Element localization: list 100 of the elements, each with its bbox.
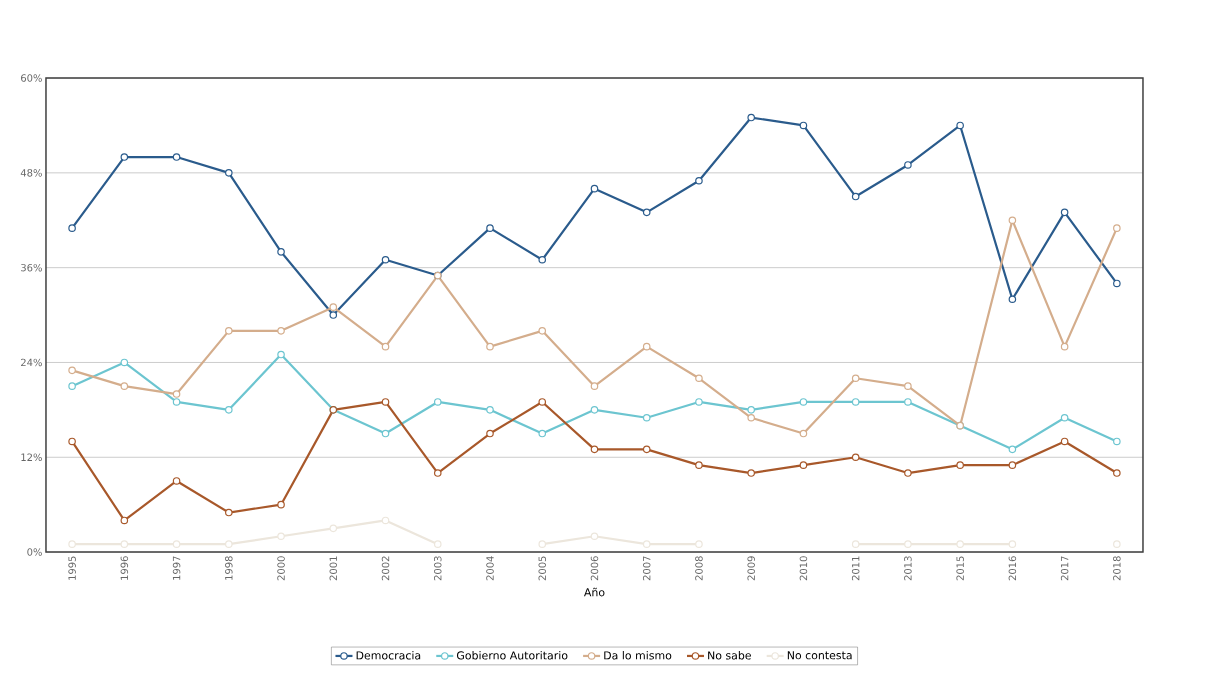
point: [747, 113, 755, 122]
point: [120, 382, 129, 390]
y-tick-label: 60%: [21, 74, 42, 82]
point: [904, 161, 912, 169]
point: [590, 184, 599, 193]
point: [277, 248, 285, 256]
point: [538, 540, 547, 548]
x-tick-label: 2006: [590, 556, 599, 581]
point: [695, 461, 703, 469]
point: [904, 469, 912, 477]
point: [747, 413, 755, 422]
x-tick-label: 2005: [538, 556, 547, 581]
point: [1008, 216, 1017, 225]
point: [1008, 295, 1017, 304]
point: [433, 469, 442, 477]
x-tick-label: 1998: [225, 556, 233, 580]
point: [172, 477, 181, 485]
point: [433, 540, 442, 548]
point: [381, 516, 390, 525]
point: [747, 469, 755, 477]
point: [851, 540, 860, 548]
point: [1113, 224, 1121, 232]
point: [225, 406, 233, 414]
point: [120, 540, 129, 548]
x-tick-label: 2004: [486, 556, 494, 581]
x-tick-label: 2009: [747, 556, 755, 581]
y-tick-label: 48%: [20, 169, 42, 177]
x-tick-label: 2002: [381, 556, 390, 581]
point: [68, 224, 76, 232]
point: [381, 342, 390, 351]
point: [642, 540, 651, 548]
point: [538, 429, 547, 438]
point: [172, 390, 181, 398]
x-tick-label: 2007: [642, 556, 651, 581]
point: [381, 429, 390, 438]
x-tick-label: 2003: [433, 556, 442, 581]
point: [695, 398, 703, 406]
point: [120, 516, 129, 525]
point: [956, 121, 964, 130]
point: [1060, 437, 1069, 446]
point: [851, 192, 860, 201]
point: [1008, 445, 1017, 454]
point: [1113, 469, 1121, 477]
point: [695, 540, 703, 548]
point: [225, 508, 233, 517]
point: [799, 429, 808, 438]
point: [590, 445, 599, 454]
point: [851, 453, 860, 462]
point: [538, 327, 547, 335]
point: [486, 429, 494, 438]
x-tick-label: 2013: [904, 556, 912, 581]
point: [433, 398, 442, 406]
point: [277, 327, 285, 335]
point: [381, 398, 390, 406]
point: [538, 255, 547, 264]
point: [68, 382, 76, 390]
point: [642, 413, 651, 422]
y-tick-label: 36%: [21, 263, 42, 272]
point: [904, 382, 912, 390]
point: [590, 406, 599, 414]
point: [590, 532, 599, 541]
x-tick-label: 2017: [1060, 556, 1069, 581]
point: [172, 540, 181, 548]
point: [486, 406, 494, 414]
point: [538, 398, 547, 406]
point: [68, 437, 76, 446]
point: [799, 121, 808, 130]
point: [277, 500, 285, 509]
point: [1113, 437, 1121, 446]
point: [904, 398, 912, 406]
point: [904, 540, 912, 548]
x-tick-label: 2018: [1113, 556, 1121, 581]
point: [381, 255, 390, 264]
point: [642, 208, 651, 217]
point: [68, 540, 76, 548]
point: [747, 406, 755, 414]
point: [225, 169, 233, 177]
point: [956, 461, 964, 469]
point: [1060, 413, 1069, 422]
point: [695, 374, 703, 383]
point: [695, 176, 703, 185]
point: [225, 540, 233, 548]
point: [225, 327, 233, 335]
point: [329, 524, 338, 533]
x-tick-label: 2010: [799, 556, 808, 581]
legend-label: No contesta: [787, 651, 852, 660]
x-tick-label: 2011: [851, 556, 860, 581]
point: [172, 398, 181, 406]
y-tick-label: 0%: [27, 548, 42, 556]
point: [172, 153, 181, 161]
point: [956, 540, 964, 548]
point: [1113, 540, 1121, 548]
point: [329, 303, 338, 311]
point: [851, 398, 860, 406]
x-axis-title: Año: [583, 587, 605, 597]
point: [590, 382, 599, 390]
point: [1060, 208, 1069, 217]
x-tick-label: 2015: [956, 556, 964, 581]
point: [329, 311, 338, 319]
point: [277, 532, 285, 541]
